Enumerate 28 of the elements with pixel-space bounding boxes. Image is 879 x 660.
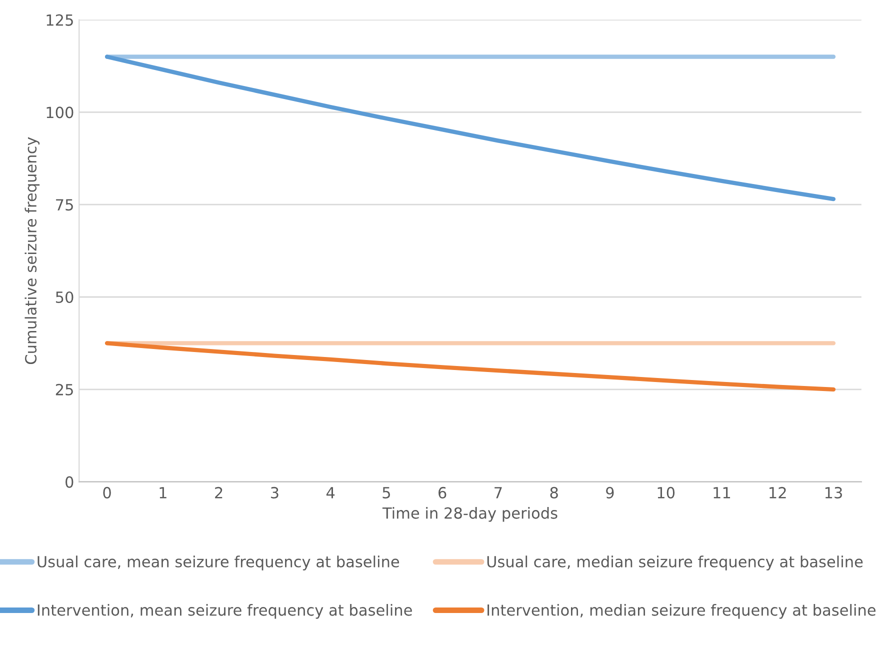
x-tick-label: 9 bbox=[606, 486, 614, 498]
x-tick-label: 2 bbox=[215, 486, 222, 498]
y-tick-label: 75 bbox=[56, 199, 73, 211]
y-axis-title: Cumulative seizure frequency bbox=[24, 137, 40, 364]
legend-label: Intervention, mean seizure frequency at baseline bbox=[38, 604, 412, 619]
line-series bbox=[104, 54, 836, 202]
x-tick-label: 8 bbox=[550, 486, 558, 498]
y-tick-label: 0 bbox=[66, 476, 74, 488]
x-tick-label: 3 bbox=[270, 486, 278, 498]
legend-label: Usual care, mean seizure frequency at baseline bbox=[38, 556, 400, 570]
legend-label: Intervention, median seizure frequency at baseline bbox=[488, 604, 876, 619]
y-tick-label: 100 bbox=[46, 106, 74, 118]
x-tick-label: 0 bbox=[103, 486, 111, 498]
x-tick-label: 11 bbox=[714, 487, 730, 498]
y-tick-label: 125 bbox=[46, 14, 73, 26]
y-tick-label: 50 bbox=[56, 291, 74, 304]
x-tick-label: 12 bbox=[770, 486, 786, 498]
x-tick-label: 13 bbox=[825, 486, 842, 498]
x-tick-label: 10 bbox=[658, 486, 675, 498]
line-series bbox=[104, 341, 836, 392]
legend-label: Usual care, median seizure frequency at baseline bbox=[487, 556, 863, 570]
x-tick-label: 4 bbox=[326, 487, 335, 498]
x-tick-label: 1 bbox=[160, 487, 166, 498]
x-axis-title: Time in 28-day periods bbox=[382, 507, 558, 522]
x-tick-label: 7 bbox=[494, 487, 502, 498]
y-tick-label: 25 bbox=[56, 384, 73, 396]
x-tick-label: 5 bbox=[382, 487, 390, 498]
x-tick-label: 6 bbox=[438, 486, 446, 498]
